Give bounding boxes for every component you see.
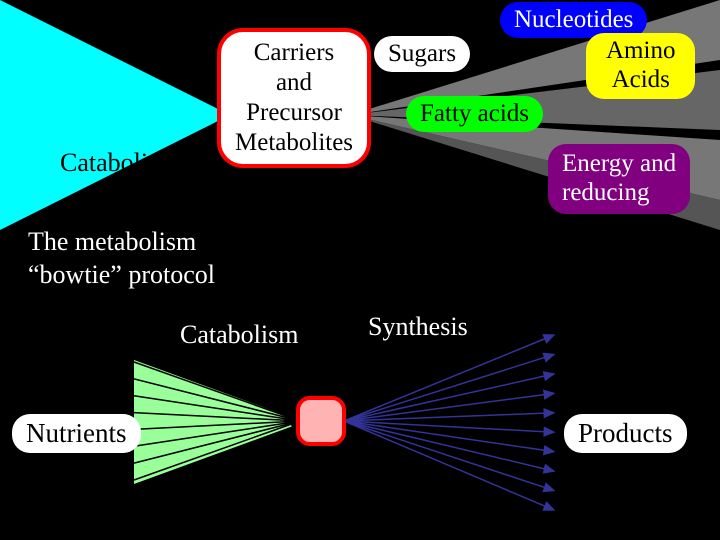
nutrients-box: Nutrients xyxy=(12,414,141,453)
left-fan-triangle xyxy=(134,360,304,484)
catabolism-label-top: Catabolism xyxy=(60,148,178,178)
fatty-acids-box: Fatty acids xyxy=(406,96,543,132)
catabolism-triangle xyxy=(0,0,230,230)
amino-acids-box: Amino Acids xyxy=(586,33,695,99)
synthesis-label: Synthesis xyxy=(368,312,468,342)
catabolism-label-bottom: Catabolism xyxy=(180,320,298,350)
sugars-box: Sugars xyxy=(374,36,470,72)
title: The metabolism “bowtie” protocol xyxy=(28,226,215,291)
products-box: Products xyxy=(564,414,687,453)
center-knot-box xyxy=(296,396,346,446)
energy-box: Energy and reducing xyxy=(548,144,690,214)
carriers-box: Carriers and Precursor Metabolites xyxy=(217,28,371,168)
